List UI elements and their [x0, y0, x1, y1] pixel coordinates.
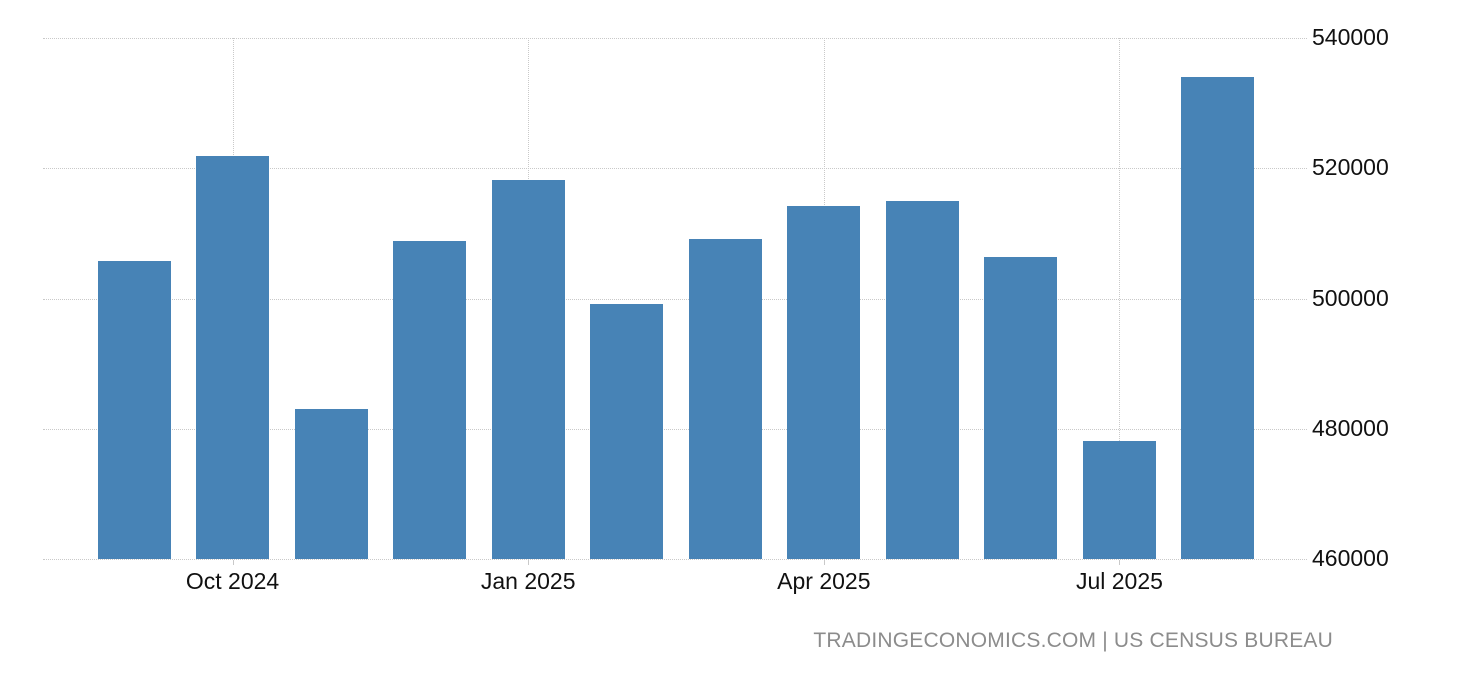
x-axis-tick-jan-2025 — [528, 560, 530, 565]
bar-aug-2025[interactable] — [1181, 77, 1255, 559]
gridline-y-520000 — [43, 168, 1307, 170]
bar-dec-2024[interactable] — [393, 240, 467, 559]
bar-jun-2025[interactable] — [984, 256, 1058, 559]
bar-jan-2025[interactable] — [491, 179, 565, 559]
gridline-y-460000 — [43, 559, 1307, 560]
x-axis-tick-oct-2024 — [232, 560, 234, 565]
y-axis-label-520000: 520000 — [1312, 154, 1389, 181]
x-axis-label-apr-2025: Apr 2025 — [777, 568, 871, 594]
bar-oct-2024[interactable] — [196, 155, 270, 559]
bar-feb-2025[interactable] — [590, 304, 664, 559]
bar-may-2025[interactable] — [885, 201, 959, 559]
attribution-text: TRADINGECONOMICS.COM | US CENSUS BUREAU — [813, 629, 1333, 652]
y-axis-label-480000: 480000 — [1312, 414, 1389, 441]
x-axis-tick-apr-2025 — [823, 560, 825, 565]
gridline-y-540000 — [43, 38, 1307, 39]
y-axis-label-540000: 540000 — [1312, 23, 1389, 50]
bar-nov-2024[interactable] — [294, 409, 368, 559]
x-axis-label-oct-2024: Oct 2024 — [185, 568, 280, 594]
gridline-y-500000 — [43, 298, 1307, 300]
x-axis-label-jul-2025: Jul 2025 — [1075, 568, 1163, 594]
y-axis-label-500000: 500000 — [1312, 284, 1389, 311]
gridline-x-jul-2025 — [1119, 38, 1121, 559]
x-axis-label-jan-2025: Jan 2025 — [480, 568, 576, 594]
bar-jul-2025[interactable] — [1082, 441, 1156, 559]
gridline-y-480000 — [43, 428, 1307, 430]
y-axis-label-460000: 460000 — [1312, 544, 1389, 571]
bar-sep-2024[interactable] — [97, 260, 171, 559]
bar-apr-2025[interactable] — [787, 206, 861, 559]
bar-mar-2025[interactable] — [688, 238, 762, 559]
x-axis-tick-jul-2025 — [1119, 560, 1121, 565]
